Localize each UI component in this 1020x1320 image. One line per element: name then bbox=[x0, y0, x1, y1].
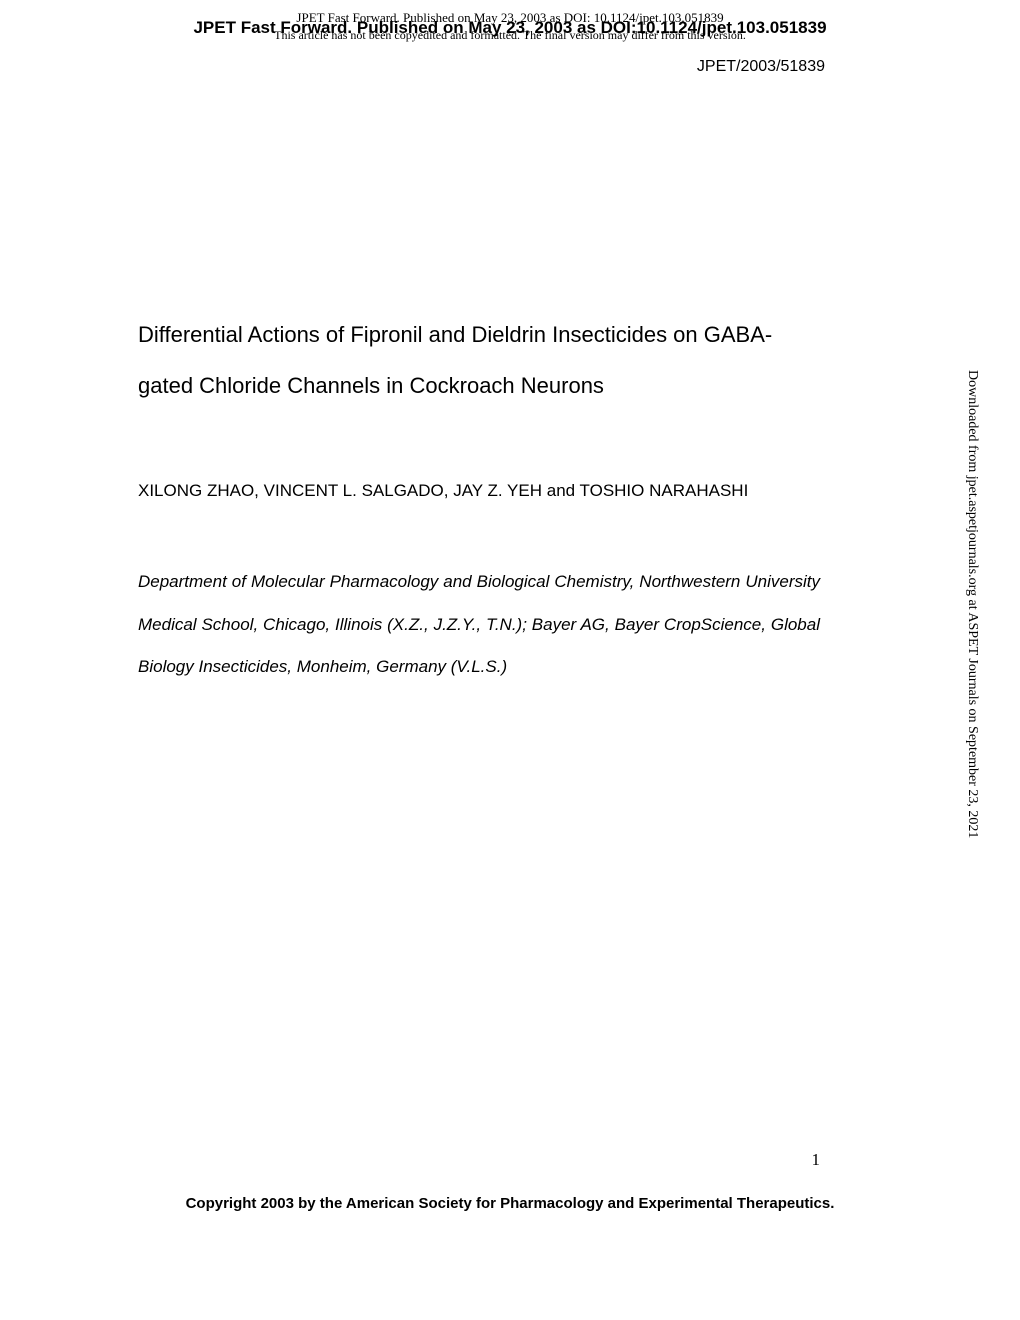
article-authors: XILONG ZHAO, VINCENT L. SALGADO, JAY Z. … bbox=[138, 481, 820, 501]
header-disclaimer: This article has not been copyedited and… bbox=[0, 28, 1020, 43]
article-title: Differential Actions of Fipronil and Die… bbox=[138, 310, 820, 411]
copyright-notice: Copyright 2003 by the American Society f… bbox=[0, 1195, 1020, 1212]
content-area: Differential Actions of Fipronil and Die… bbox=[138, 310, 820, 689]
download-watermark: Downloaded from jpet.aspetjournals.org a… bbox=[964, 370, 980, 838]
article-affiliation: Department of Molecular Pharmacology and… bbox=[138, 561, 820, 689]
header-overlay: JPET Fast Forward. Published on May 23, … bbox=[0, 10, 1020, 43]
manuscript-id: JPET/2003/51839 bbox=[697, 58, 825, 76]
page-number: 1 bbox=[812, 1150, 821, 1170]
